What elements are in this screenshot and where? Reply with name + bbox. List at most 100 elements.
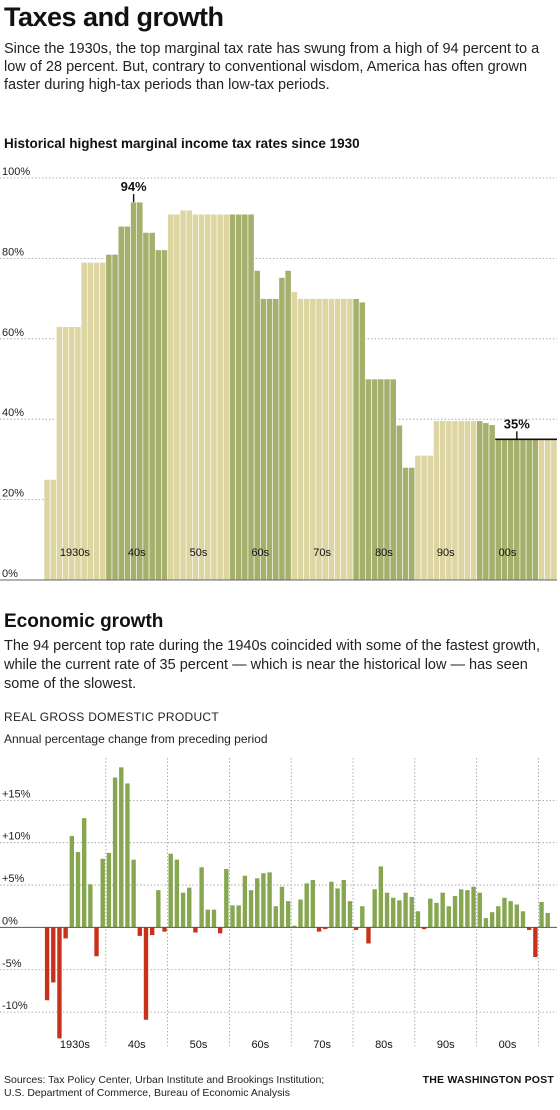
tax-chart-title: Historical highest marginal income tax r… (4, 136, 360, 151)
tax-bar (74, 326, 82, 581)
y-tick-label: 60% (2, 327, 24, 339)
gdp-bar (162, 927, 167, 932)
gdp-bar (440, 892, 445, 928)
decade-label: 90s (437, 1039, 455, 1051)
gdp-bar (143, 927, 149, 1020)
gdp-bar (323, 927, 328, 930)
gdp-bar (88, 884, 93, 928)
decade-label: 40s (128, 1039, 146, 1051)
gdp-bar (360, 906, 365, 928)
tax-bar (105, 254, 113, 581)
y-tick-label: +10% (2, 831, 31, 843)
tax-bar (290, 291, 298, 581)
decade-label: 90s (437, 547, 455, 559)
gdp-bar (193, 927, 198, 933)
gdp-bar (508, 901, 513, 928)
sources-note: Sources: Tax Policy Center, Urban Instit… (4, 1074, 324, 1100)
gdp-bar (428, 898, 433, 928)
y-tick-label: 0% (2, 568, 18, 580)
tax-bar (253, 270, 261, 581)
tax-bar (321, 298, 329, 581)
gdp-bar (125, 783, 130, 928)
tax-bar (550, 438, 558, 581)
decade-label: 60s (251, 1039, 269, 1051)
decade-label: 00s (499, 547, 517, 559)
gdp-bar (248, 890, 254, 928)
gdp-bar (483, 918, 489, 928)
tax-bar (198, 213, 205, 581)
sources-line-2: U.S. Department of Commerce, Bureau of E… (4, 1087, 290, 1099)
gdp-bar (329, 881, 334, 928)
tax-bar (402, 467, 409, 581)
tax-bar (68, 326, 76, 581)
tax-bar (99, 262, 107, 581)
gdp-bar (255, 878, 260, 928)
gdp-bar (149, 927, 155, 936)
growth-section-title: Economic growth (4, 611, 164, 632)
gdp-bar (44, 927, 50, 1001)
tax-bar (340, 298, 348, 581)
gdp-bar (187, 887, 192, 928)
tax-bar (297, 298, 304, 581)
tax-bar (179, 209, 187, 581)
gdp-bar (533, 927, 538, 958)
tax-bar (519, 438, 527, 581)
gdp-bar (415, 911, 421, 928)
gdp-bar (304, 883, 309, 928)
gdp-bar (378, 866, 384, 928)
tax-bar (148, 232, 156, 581)
gdp-bar (539, 902, 544, 928)
gdp-bar (452, 896, 458, 928)
gdp-bar (434, 902, 439, 928)
gdp-bar (180, 892, 186, 928)
gdp-bar (403, 892, 408, 928)
gdp-bar (298, 899, 303, 928)
tax-bar (56, 326, 63, 581)
tax-bar (43, 479, 51, 581)
gdp-bar (156, 890, 161, 928)
gdp-bar (174, 859, 180, 928)
tax-bar (204, 213, 212, 581)
tax-bar (426, 455, 434, 581)
y-tick-label: -5% (2, 958, 22, 970)
tax-rate-chart: 0% 20% 40% 60% 80% 100% 1930s 40s 50s 60s 70s 80s 90… (0, 166, 558, 581)
gdp-bar (217, 927, 223, 934)
y-tick-label: -10% (2, 1000, 28, 1012)
gdp-bar (51, 927, 56, 983)
growth-intro-text: The 94 percent top rate during the 1940s… (4, 638, 541, 692)
tax-bar (167, 213, 175, 581)
gdp-bar (230, 905, 235, 928)
tax-bar (266, 298, 273, 581)
tax-bar (544, 438, 552, 581)
gdp-bar (366, 927, 371, 944)
tax-bar (315, 298, 323, 581)
tax-bar (142, 232, 150, 581)
y-tick-label: 40% (2, 407, 24, 419)
page-title: Taxes and growth (4, 2, 224, 32)
sources-line-1: Sources: Tax Policy Center, Urban Instit… (4, 1074, 325, 1086)
y-tick-label: 80% (2, 246, 24, 258)
gdp-bar (285, 901, 291, 928)
gdp-bar (63, 927, 68, 939)
gdp-bar (100, 858, 105, 928)
y-tick-label: 20% (2, 488, 24, 500)
gdp-bar (81, 818, 87, 928)
gdp-bar (397, 900, 402, 928)
gdp-bar (502, 897, 507, 928)
gdp-bar (57, 927, 62, 1039)
tax-bar (161, 249, 168, 581)
tax-bar (241, 213, 249, 581)
tax-bar (420, 455, 428, 581)
tax-bar (154, 249, 162, 581)
gdp-chart-note: Annual percentage change from preceding … (4, 732, 268, 746)
gdp-bar (520, 911, 526, 928)
gdp-bar (273, 906, 278, 928)
gdp-bar (446, 906, 452, 928)
tax-bar (482, 422, 490, 581)
tax-bar (538, 438, 545, 581)
gdp-bar (224, 868, 229, 928)
gdp-bar (514, 904, 520, 928)
tax-bar (396, 424, 403, 581)
gdp-bar (526, 927, 532, 930)
gdp-bar (279, 886, 285, 928)
